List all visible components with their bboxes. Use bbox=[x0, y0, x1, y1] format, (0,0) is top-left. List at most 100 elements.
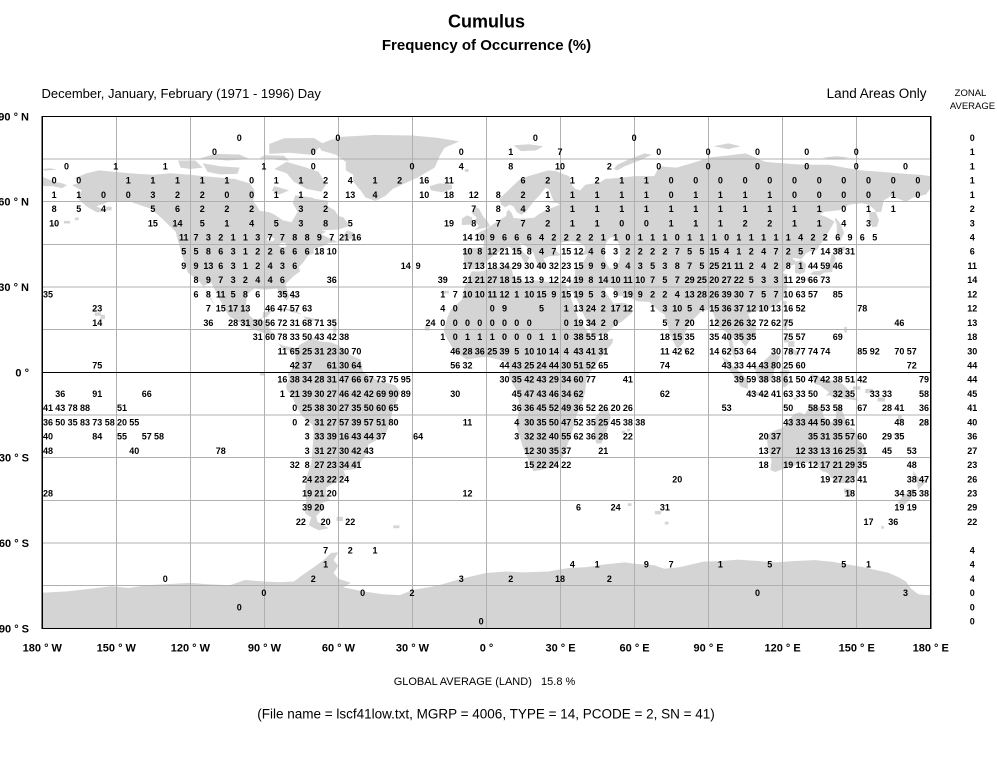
svg-text:8: 8 bbox=[588, 275, 593, 285]
svg-text:24: 24 bbox=[536, 361, 546, 371]
svg-text:46: 46 bbox=[339, 389, 349, 399]
svg-text:0: 0 bbox=[693, 176, 698, 186]
svg-text:42: 42 bbox=[857, 375, 867, 385]
svg-text:1: 1 bbox=[970, 147, 975, 157]
svg-text:1: 1 bbox=[224, 176, 229, 186]
svg-text:1: 1 bbox=[298, 190, 303, 200]
svg-text:32: 32 bbox=[462, 361, 472, 371]
svg-text:22: 22 bbox=[967, 517, 977, 527]
svg-text:2: 2 bbox=[823, 233, 828, 243]
svg-text:27: 27 bbox=[722, 275, 732, 285]
svg-text:2: 2 bbox=[607, 574, 612, 584]
svg-text:58: 58 bbox=[833, 403, 843, 413]
svg-text:21: 21 bbox=[499, 247, 509, 257]
svg-text:2: 2 bbox=[743, 218, 748, 228]
svg-text:9: 9 bbox=[490, 233, 495, 243]
svg-text:30: 30 bbox=[327, 403, 337, 413]
svg-text:24: 24 bbox=[586, 304, 596, 314]
svg-text:42: 42 bbox=[364, 389, 374, 399]
svg-text:12: 12 bbox=[487, 247, 497, 257]
svg-text:9: 9 bbox=[317, 233, 322, 243]
svg-text:1: 1 bbox=[761, 233, 766, 243]
svg-text:44: 44 bbox=[549, 361, 559, 371]
svg-text:2: 2 bbox=[323, 204, 328, 214]
svg-text:4: 4 bbox=[798, 233, 803, 243]
svg-text:61: 61 bbox=[327, 361, 337, 371]
svg-text:27: 27 bbox=[314, 460, 324, 470]
svg-text:55: 55 bbox=[561, 432, 571, 442]
svg-text:65: 65 bbox=[388, 403, 398, 413]
svg-text:0: 0 bbox=[841, 204, 846, 214]
svg-text:2: 2 bbox=[749, 247, 754, 257]
svg-text:0: 0 bbox=[477, 318, 482, 328]
svg-text:1: 1 bbox=[595, 218, 600, 228]
svg-text:55: 55 bbox=[586, 332, 596, 342]
svg-text:0: 0 bbox=[249, 190, 254, 200]
svg-text:2: 2 bbox=[218, 233, 223, 243]
svg-text:4: 4 bbox=[539, 233, 544, 243]
svg-text:4: 4 bbox=[255, 275, 260, 285]
svg-text:4: 4 bbox=[459, 161, 464, 171]
svg-text:9: 9 bbox=[539, 275, 544, 285]
svg-text:31: 31 bbox=[327, 375, 337, 385]
svg-text:41: 41 bbox=[623, 375, 633, 385]
svg-text:18: 18 bbox=[444, 190, 454, 200]
svg-text:1: 1 bbox=[570, 176, 575, 186]
svg-text:1: 1 bbox=[280, 389, 285, 399]
svg-text:50: 50 bbox=[302, 332, 312, 342]
svg-text:0 °: 0 ° bbox=[480, 643, 494, 655]
svg-text:42: 42 bbox=[672, 346, 682, 356]
svg-text:23: 23 bbox=[967, 460, 977, 470]
svg-text:31: 31 bbox=[598, 346, 608, 356]
svg-text:50: 50 bbox=[808, 389, 818, 399]
svg-text:19: 19 bbox=[783, 460, 793, 470]
svg-text:67: 67 bbox=[364, 375, 374, 385]
svg-text:5: 5 bbox=[687, 304, 692, 314]
svg-text:43: 43 bbox=[783, 417, 793, 427]
svg-text:1: 1 bbox=[163, 161, 168, 171]
svg-text:2: 2 bbox=[650, 289, 655, 299]
svg-text:1: 1 bbox=[200, 176, 205, 186]
svg-text:1: 1 bbox=[477, 332, 482, 342]
svg-text:0: 0 bbox=[866, 190, 871, 200]
svg-text:90: 90 bbox=[388, 389, 398, 399]
svg-text:5: 5 bbox=[150, 204, 155, 214]
svg-text:5: 5 bbox=[662, 275, 667, 285]
svg-text:23: 23 bbox=[327, 460, 337, 470]
svg-text:52: 52 bbox=[586, 361, 596, 371]
svg-text:58: 58 bbox=[154, 432, 164, 442]
svg-text:9: 9 bbox=[644, 560, 649, 570]
svg-text:2: 2 bbox=[576, 233, 581, 243]
svg-text:35: 35 bbox=[327, 318, 337, 328]
svg-text:23: 23 bbox=[92, 304, 102, 314]
svg-text:17: 17 bbox=[611, 304, 621, 314]
svg-text:10: 10 bbox=[611, 275, 621, 285]
svg-text:1: 1 bbox=[508, 147, 513, 157]
svg-text:51: 51 bbox=[376, 417, 386, 427]
svg-text:3: 3 bbox=[866, 218, 871, 228]
svg-text:10: 10 bbox=[524, 346, 534, 356]
svg-text:18: 18 bbox=[845, 489, 855, 499]
svg-text:50: 50 bbox=[796, 375, 806, 385]
svg-text:2: 2 bbox=[323, 190, 328, 200]
svg-text:43: 43 bbox=[536, 375, 546, 385]
svg-text:AVERAGE: AVERAGE bbox=[950, 101, 995, 112]
svg-text:22: 22 bbox=[623, 432, 633, 442]
svg-text:8: 8 bbox=[527, 247, 532, 257]
svg-text:1: 1 bbox=[743, 190, 748, 200]
svg-text:2: 2 bbox=[200, 190, 205, 200]
svg-text:3: 3 bbox=[773, 275, 778, 285]
svg-text:4: 4 bbox=[520, 204, 525, 214]
svg-text:9: 9 bbox=[847, 233, 852, 243]
svg-text:2: 2 bbox=[601, 318, 606, 328]
svg-text:30: 30 bbox=[967, 346, 977, 356]
svg-text:0: 0 bbox=[465, 318, 470, 328]
svg-text:24: 24 bbox=[561, 275, 571, 285]
svg-text:70: 70 bbox=[894, 346, 904, 356]
svg-text:27: 27 bbox=[339, 403, 349, 413]
svg-text:2: 2 bbox=[545, 176, 550, 186]
svg-text:0: 0 bbox=[453, 332, 458, 342]
svg-text:12: 12 bbox=[524, 446, 534, 456]
svg-text:41: 41 bbox=[43, 403, 53, 413]
svg-text:30: 30 bbox=[524, 417, 534, 427]
